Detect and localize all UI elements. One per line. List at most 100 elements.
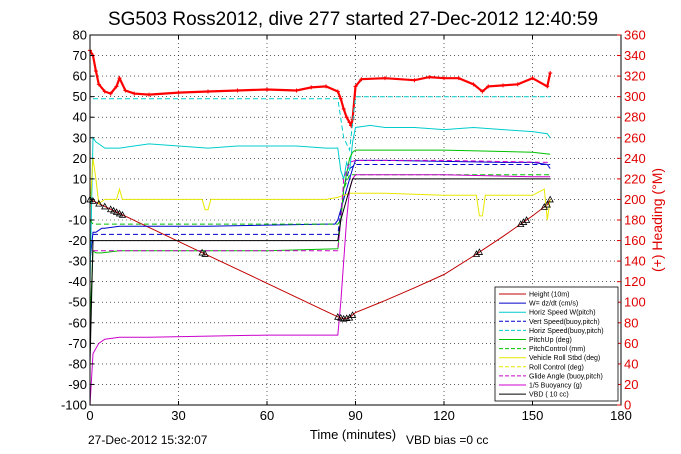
y-right-tick-label: 60: [624, 336, 638, 351]
y-right-tick-label: 40: [624, 356, 638, 371]
y-tick-label: -40: [68, 274, 87, 289]
heading-point: [108, 91, 113, 96]
footer-vbd-bias: VBD bias =0 cc: [406, 433, 488, 447]
heading-point: [147, 92, 151, 97]
heading-point: [383, 76, 387, 81]
height-sample-marker: [540, 203, 548, 210]
y-tick-label: -90: [68, 377, 87, 392]
height-sample-marker: [112, 208, 121, 215]
heading-point: [353, 84, 358, 89]
footer-timestamp: 27-Dec-2012 15:32:07: [88, 433, 208, 447]
height-sample-marker: [101, 202, 109, 210]
heading-point: [93, 68, 98, 73]
legend-entry-label: PitchUp (deg): [529, 337, 572, 344]
legend-entry-label: PitchControl (mm): [529, 346, 585, 353]
height-sample-marker: [118, 210, 127, 218]
heading-point: [335, 89, 340, 94]
series-line-heading: [90, 49, 552, 129]
heading-point: [548, 71, 553, 76]
y-tick-label: -100: [61, 398, 87, 413]
y-tick-label: 70: [73, 48, 87, 63]
height-sample-marker: [519, 218, 528, 225]
heading-point: [132, 91, 137, 96]
legend-entry-label: Horiz Speed W(pitch): [529, 310, 596, 317]
y-right-tick-label: 340: [624, 48, 646, 63]
heading-point: [456, 76, 461, 81]
y-tick-label: -60: [68, 315, 87, 330]
y-tick-label: 20: [73, 151, 87, 166]
height-sample-marker: [517, 220, 525, 228]
chart-title: SG503 Ross2012, dive 277 started 27-Dec-…: [108, 9, 598, 30]
heading-point: [412, 78, 417, 83]
height-sample-marker: [472, 250, 481, 257]
heading-point: [114, 84, 119, 89]
y-tick-label: -20: [68, 233, 87, 248]
series-line-w_measured: [90, 159, 551, 262]
y-tick-label: -30: [68, 254, 87, 269]
y-tick-label: -50: [68, 295, 87, 310]
y-tick-label: 30: [73, 130, 87, 145]
height-sample-marker: [115, 209, 124, 217]
height-sample-marker: [95, 199, 103, 207]
y-right-tick-label: 180: [624, 213, 646, 228]
y-tick-label: -80: [68, 356, 87, 371]
x-tick-label: 60: [260, 408, 274, 423]
y-right-tick-label: 120: [624, 274, 646, 289]
heading-point: [206, 89, 210, 94]
heading-point: [530, 76, 535, 81]
series-line-buoyancy: [90, 174, 551, 405]
heading-point: [480, 89, 485, 94]
legend-entry-label: Vert Speed(buoy,pitch): [529, 319, 600, 326]
y-tick-label: 10: [73, 171, 87, 186]
heading-point: [235, 88, 240, 93]
legend-box: [494, 286, 619, 402]
x-tick-label: 0: [86, 408, 93, 423]
height-sample-marker: [198, 248, 206, 256]
heading-point: [123, 88, 128, 93]
y-right-tick-label: 100: [624, 295, 646, 310]
x-tick-label: 90: [348, 408, 362, 423]
legend-entry-label: 1/5 Buoyancy (g): [529, 383, 582, 390]
y-right-tick-label: 220: [624, 171, 646, 186]
y-right-tick-label: 20: [624, 377, 638, 392]
y-right-tick-label: 160: [624, 233, 646, 248]
y-right-tick-label: 300: [624, 89, 646, 104]
series-line-w_model: [93, 164, 551, 235]
y-tick-label: 0: [80, 192, 87, 207]
height-sample-marker: [348, 311, 357, 318]
series-line-horiz_speed: [90, 124, 551, 282]
heading-point: [102, 89, 107, 94]
heading-point: [545, 84, 550, 89]
y-tick-label: 50: [73, 89, 87, 104]
series-line-horiz_model: [93, 96, 551, 152]
legend-entry-label: W= dz/dt (cm/s): [529, 301, 578, 308]
height-sample-marker: [543, 200, 551, 208]
legend: Height (10m) W= dz/dt (cm/s) Horiz Speed W…: [494, 286, 619, 402]
heading-point: [338, 96, 343, 101]
height-sample-marker: [106, 205, 115, 213]
heading-point: [309, 85, 314, 90]
heading-point: [347, 120, 352, 125]
heading-point: [176, 90, 181, 95]
heading-point: [324, 84, 328, 89]
y-right-tick-label: 80: [624, 315, 638, 330]
heading-point: [442, 76, 446, 81]
heading-point: [471, 82, 476, 87]
y-right-tick-label: 200: [624, 192, 646, 207]
y-right-tick-label: 260: [624, 130, 646, 145]
heading-point: [427, 75, 432, 80]
x-tick-label: 30: [171, 408, 185, 423]
y-right-tick-label: 320: [624, 69, 646, 84]
series-line-roll: [90, 158, 551, 221]
heading-point: [515, 82, 520, 87]
y-tick-label: -10: [68, 213, 87, 228]
y-right-tick-label: 240: [624, 151, 646, 166]
y-tick-label: -70: [68, 336, 87, 351]
x-tick-label: 120: [433, 408, 455, 423]
heading-point: [341, 107, 346, 111]
x-tick-label: 180: [610, 408, 632, 423]
height-sample-marker: [109, 206, 118, 214]
heading-point: [294, 88, 299, 93]
heading-point: [501, 83, 505, 88]
y-tick-label: 40: [73, 110, 87, 125]
